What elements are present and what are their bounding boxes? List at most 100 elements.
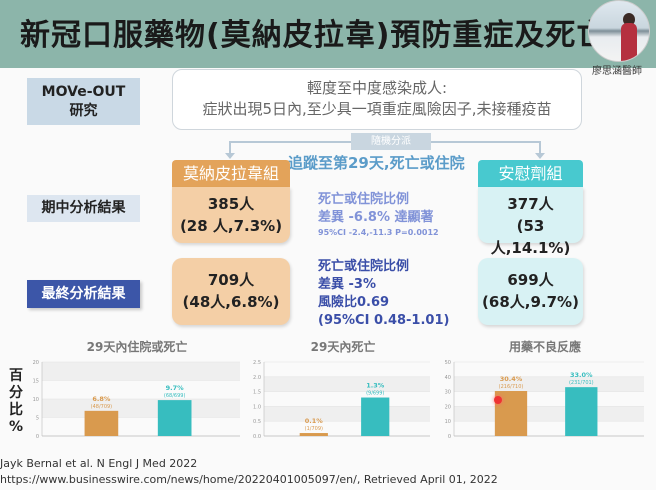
- chart-svg: 0 5 10 15 20 6.8%(48/709) 9.7%(68/699): [33, 360, 240, 440]
- data-label: 0.1%: [305, 417, 324, 425]
- grid-band: [264, 406, 430, 422]
- data-sublabel: (9/699): [366, 391, 384, 397]
- y-axis-label: 百 分 比 %: [8, 368, 24, 436]
- y-tick-label: 0.5: [253, 419, 261, 425]
- final-comparison: 死亡或住院比例 差異 -3% 風險比0.69 (95%CI 0.48-1.01): [318, 258, 449, 330]
- presenter-name: 廖思涵醫師: [592, 66, 642, 77]
- bar-placebo: [157, 400, 192, 436]
- data-label: 9.7%: [166, 384, 185, 392]
- y-tick-label: 2.5: [253, 360, 261, 366]
- inclusion-criteria: 輕度至中度感染成人: 症狀出現5日內,至少具一項重症風險因子,未接種疫苗: [172, 69, 582, 130]
- chart-hospitalization-or-death: 29天內住院或死亡 0 5 10 15 20 6.8% (48/709) 9.7% (68/69…: [28, 338, 246, 446]
- chart-title: 29天內死亡: [310, 340, 376, 354]
- y-tick-label: 20: [33, 360, 39, 366]
- data-sublabel: (1/709): [305, 426, 323, 432]
- interim-molnupiravir-result: 385人 (28 人,7.3%): [172, 187, 290, 243]
- y-label-char: 分: [9, 385, 23, 401]
- bar-molnupiravir: [84, 410, 119, 436]
- y-label-char: 百: [9, 368, 23, 384]
- y-tick-label: 2.0: [253, 375, 261, 381]
- comparison-line: 風險比0.69: [318, 295, 390, 310]
- chart-title: 用藥不良反應: [508, 340, 581, 354]
- y-tick-label: 20: [445, 404, 451, 410]
- grid-band: [264, 376, 430, 392]
- bar-placebo: [361, 397, 390, 436]
- event-count: (48人,6.8%): [182, 293, 280, 311]
- y-tick-label: 15: [33, 379, 39, 385]
- arrow-left: [230, 141, 352, 143]
- y-label-char: %: [8, 419, 24, 435]
- y-tick-label: 5: [36, 416, 39, 422]
- follow-up-label: 追蹤至第29天,死亡或住院: [288, 154, 465, 172]
- pointer-cursor-icon: [494, 396, 502, 404]
- bar-placebo: [565, 387, 598, 436]
- chart-svg: 0.0 0.5 1.0 1.5 2.0 2.5 0.1%(1/709) 1.3%(9/699): [253, 360, 430, 440]
- criteria-line-1: 輕度至中度感染成人:: [306, 79, 448, 97]
- comparison-line: 差異 -3%: [318, 277, 376, 292]
- data-sublabel: (68/699): [164, 393, 186, 399]
- y-tick-label: 10: [33, 397, 39, 403]
- comparison-ci: 95%CI -2.4,-11.3 P=0.0012: [318, 228, 439, 237]
- chart-svg: 0 10 20 30 40 50 30.4%(216/710) 33.0%(231/701): [445, 360, 644, 440]
- y-tick-label: 0: [448, 434, 451, 440]
- presenter-avatar: [588, 0, 650, 62]
- y-tick-label: 40: [445, 375, 451, 381]
- chart-title: 29天內住院或死亡: [86, 340, 188, 354]
- interim-placebo-result: 377人 (53人,14.1%): [478, 187, 583, 257]
- comparison-line: 差異 -6.8% 達顯著: [318, 210, 434, 225]
- title-bar: [0, 0, 656, 68]
- participant-count: 699人: [507, 271, 554, 289]
- participant-count: 377人: [507, 195, 554, 213]
- interim-analysis-label: 期中分析結果: [27, 195, 140, 222]
- final-placebo-result: 699人 (68人,9.7%): [478, 258, 583, 325]
- data-label: 1.3%: [366, 382, 385, 390]
- arrow-right: [431, 141, 541, 143]
- grid-band: [42, 362, 240, 381]
- randomization-label: 隨機分派: [351, 133, 431, 150]
- y-tick-label: 0: [36, 434, 39, 440]
- data-label: 33.0%: [570, 371, 593, 379]
- bar-molnupiravir: [299, 433, 328, 436]
- final-molnupiravir-result: 709人 (48人,6.8%): [172, 258, 290, 325]
- y-tick-label: 1.5: [253, 390, 261, 396]
- arrow-right-stem: [539, 141, 541, 155]
- data-sublabel: (48/709): [91, 404, 113, 410]
- slide-title: 新冠口服藥物(莫納皮拉韋)預防重症及死亡: [20, 18, 608, 53]
- y-tick-label: 10: [445, 419, 451, 425]
- criteria-line-2: 症狀出現5日內,至少具一項重症風險因子,未接種疫苗: [202, 100, 552, 118]
- placebo-group-header: 安慰劑組: [478, 160, 583, 188]
- y-tick-label: 0.0: [253, 434, 261, 440]
- participant-count: 709人: [207, 271, 255, 289]
- data-label: 6.8%: [92, 395, 111, 403]
- event-count: (53人,14.1%): [490, 217, 571, 257]
- interim-comparison: 死亡或住院比例 差異 -6.8% 達顯著 95%CI -2.4,-11.3 P=…: [318, 191, 439, 239]
- event-count: (28 人,7.3%): [179, 217, 283, 235]
- data-sublabel: (231/701): [569, 380, 594, 386]
- grid-band: [454, 376, 644, 392]
- arrow-down-icon: [535, 153, 545, 159]
- final-analysis-label: 最終分析結果: [27, 280, 140, 308]
- citation-journal: Jayk Bernal et al. N Engl J Med 2022: [0, 457, 198, 470]
- study-label: MOVe-OUT 研究: [27, 78, 140, 125]
- comparison-line: 死亡或住院比例: [318, 259, 410, 274]
- grid-band: [42, 399, 240, 418]
- y-tick-label: 50: [445, 360, 451, 366]
- arrow-down-icon: [225, 153, 235, 159]
- citation-url[interactable]: https://www.businesswire.com/news/home/2…: [0, 473, 498, 486]
- molnupiravir-group-header: 莫納皮拉韋組: [172, 160, 290, 188]
- event-count: (68人,9.7%): [482, 293, 579, 311]
- y-tick-label: 30: [445, 390, 451, 396]
- study-subtitle: 研究: [69, 103, 98, 119]
- arrow-left-stem: [229, 141, 231, 155]
- y-label-char: 比: [9, 402, 23, 418]
- data-label: 30.4%: [500, 375, 523, 383]
- chart-death: 29天內死亡 0.0 0.5 1.0 1.5 2.0 2.5 0.1% (1/709) 1.3%…: [250, 338, 436, 446]
- comparison-line: 死亡或住院比例: [318, 192, 410, 207]
- y-tick-label: 1.0: [253, 404, 261, 410]
- chart-adverse-events: 用藥不良反應 0 10 20 30 40 50 30.4% (216/710) 33.0% (23…: [440, 338, 650, 446]
- comparison-ci: (95%CI 0.48-1.01): [318, 313, 450, 328]
- participant-count: 385人: [207, 195, 255, 213]
- study-name: MOVe-OUT: [41, 84, 126, 100]
- grid-band: [454, 406, 644, 422]
- data-sublabel: (216/710): [499, 384, 524, 390]
